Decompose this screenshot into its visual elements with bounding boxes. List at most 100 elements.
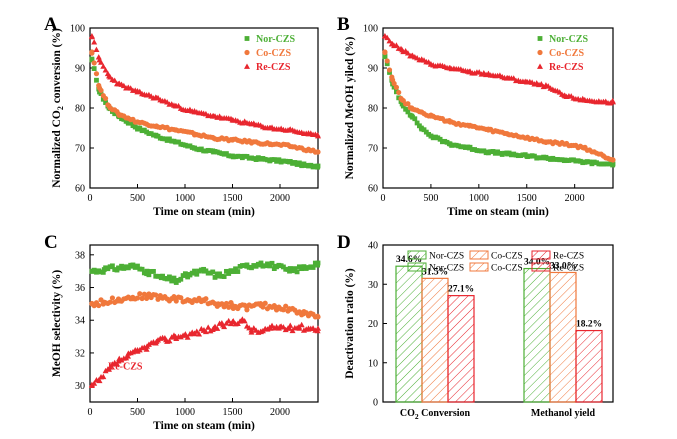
y-axis-label: Deactivation ratio (%) xyxy=(344,268,356,379)
y-tick-label: 90 xyxy=(368,64,378,75)
data-point xyxy=(230,269,236,274)
data-point xyxy=(382,54,388,60)
data-point xyxy=(287,322,294,328)
legend-swatch xyxy=(469,262,489,272)
x-tick-label: 500 xyxy=(423,193,438,204)
data-point xyxy=(203,296,209,302)
y-axis-label-part: conversion (%) xyxy=(51,28,63,106)
legend-label: Re-CZS xyxy=(553,252,584,262)
panel-label-c: C xyxy=(44,232,58,253)
y-tick-label: 80 xyxy=(75,104,85,115)
panel-label-b: B xyxy=(337,14,350,35)
data-point xyxy=(391,80,397,87)
data-point xyxy=(96,82,102,89)
series-co xyxy=(89,291,321,320)
data-point xyxy=(103,100,108,105)
data-point xyxy=(128,120,134,126)
data-point xyxy=(400,103,406,109)
panel-b: 60 70 80 90 100 Normalized MeOH yiled (%) 0 500… xyxy=(344,24,616,218)
data-point xyxy=(100,373,107,380)
series-co xyxy=(89,49,321,155)
x-category-label: Methanol yield xyxy=(531,408,596,419)
data-point xyxy=(235,269,241,274)
data-point xyxy=(226,304,232,310)
data-point xyxy=(417,123,422,129)
legend-label: Co-CZS xyxy=(491,264,523,274)
data-point xyxy=(283,303,289,309)
data-point xyxy=(233,266,238,272)
data-point xyxy=(107,74,114,80)
y-tick-label: 36 xyxy=(75,283,85,294)
legend-label: Nor-CZS xyxy=(429,252,464,262)
data-point xyxy=(100,63,107,69)
y-tick-label: 20 xyxy=(368,319,378,330)
x-tick-label: 1000 xyxy=(175,407,195,418)
legend-marker xyxy=(537,63,543,69)
legend-label: Nor-CZS xyxy=(429,264,464,274)
y-tick-label: 100 xyxy=(363,24,378,35)
x-tick-label: 0 xyxy=(88,193,93,204)
data-point xyxy=(107,299,113,305)
y-tick-label: 80 xyxy=(368,104,378,115)
data-point xyxy=(110,263,115,269)
data-point xyxy=(386,67,393,73)
data-point xyxy=(298,321,305,328)
data-point xyxy=(169,278,175,284)
data-point xyxy=(171,275,177,281)
data-point xyxy=(194,271,200,277)
data-point xyxy=(538,80,545,87)
data-point xyxy=(102,95,109,102)
legend-label: Re-CZS xyxy=(256,62,291,73)
data-point xyxy=(315,313,321,319)
y-axis-label: Normalized MeOH yiled (%) xyxy=(344,36,356,179)
data-point xyxy=(88,33,95,40)
data-point xyxy=(393,84,400,90)
x-tick-label: 0 xyxy=(381,193,386,204)
panel-label-d: D xyxy=(337,232,351,253)
x-tick-label: 1000 xyxy=(469,193,489,204)
data-point xyxy=(315,325,321,331)
x-tick-label: 500 xyxy=(130,407,145,418)
series-re xyxy=(88,316,321,389)
data-point xyxy=(178,295,184,301)
data-point xyxy=(137,291,143,297)
panel-c: 30 32 34 36 38 MeOH selectivity (%) 0 500 1000 15… xyxy=(51,244,321,432)
data-point xyxy=(223,300,230,307)
series-nor xyxy=(382,53,616,168)
data-point xyxy=(405,109,411,115)
legend-marker xyxy=(244,49,250,56)
bar-co xyxy=(549,271,577,403)
data-point xyxy=(384,61,390,67)
x-tick-label: 2000 xyxy=(565,193,585,204)
data-point xyxy=(398,45,405,52)
y-tick-label: 60 xyxy=(75,184,85,195)
data-point xyxy=(153,292,159,298)
data-point xyxy=(393,42,400,48)
data-point xyxy=(173,298,179,304)
data-point xyxy=(389,74,395,80)
y-axis-label-part: Normalized CO xyxy=(51,110,63,188)
bar-nor xyxy=(395,265,423,403)
y-tick-label: 70 xyxy=(75,144,85,155)
data-point xyxy=(95,54,102,60)
data-point xyxy=(260,304,266,310)
legend-label: Nor-CZS xyxy=(549,34,589,45)
data-point xyxy=(225,317,232,324)
x-tick-label: 2000 xyxy=(270,193,290,204)
data-point xyxy=(315,149,321,155)
x-axis-label: Time on steam (min) xyxy=(153,206,255,218)
series-nor xyxy=(89,260,321,285)
data-point xyxy=(248,329,255,335)
data-point xyxy=(130,262,136,268)
data-point xyxy=(205,324,212,330)
x-tick-label: 1500 xyxy=(223,407,243,418)
data-point xyxy=(141,291,147,297)
data-point xyxy=(269,260,275,266)
data-point xyxy=(228,300,234,306)
data-point xyxy=(609,97,616,104)
data-point xyxy=(182,271,188,277)
series-re xyxy=(88,33,321,139)
data-point xyxy=(170,332,177,338)
